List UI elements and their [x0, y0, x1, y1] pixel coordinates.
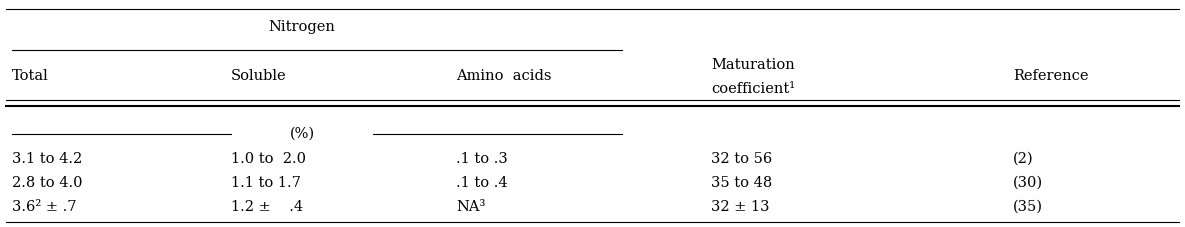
Text: 1.0 to  2.0: 1.0 to 2.0 — [231, 152, 306, 166]
Text: .1 to .4: .1 to .4 — [456, 176, 508, 190]
Text: Soluble: Soluble — [231, 69, 287, 83]
Text: Total: Total — [12, 69, 49, 83]
Text: Nitrogen: Nitrogen — [269, 20, 335, 34]
Text: Amino  acids: Amino acids — [456, 69, 552, 83]
Text: (2): (2) — [1013, 152, 1033, 166]
Text: Reference: Reference — [1013, 69, 1089, 83]
Text: coefficient¹: coefficient¹ — [711, 81, 795, 96]
Text: (35): (35) — [1013, 200, 1043, 214]
Text: 2.8 to 4.0: 2.8 to 4.0 — [12, 176, 82, 190]
Text: 32 to 56: 32 to 56 — [711, 152, 773, 166]
Text: 35 to 48: 35 to 48 — [711, 176, 773, 190]
Text: 1.1 to 1.7: 1.1 to 1.7 — [231, 176, 301, 190]
Text: 1.2 ±    .4: 1.2 ± .4 — [231, 200, 303, 214]
Text: 3.1 to 4.2: 3.1 to 4.2 — [12, 152, 82, 166]
Text: Maturation: Maturation — [711, 58, 795, 72]
Text: 32 ± 13: 32 ± 13 — [711, 200, 769, 214]
Text: NA³: NA³ — [456, 200, 486, 214]
Text: (30): (30) — [1013, 176, 1043, 190]
Text: (%): (%) — [289, 127, 315, 141]
Text: 3.6² ± .7: 3.6² ± .7 — [12, 200, 76, 214]
Text: .1 to .3: .1 to .3 — [456, 152, 508, 166]
